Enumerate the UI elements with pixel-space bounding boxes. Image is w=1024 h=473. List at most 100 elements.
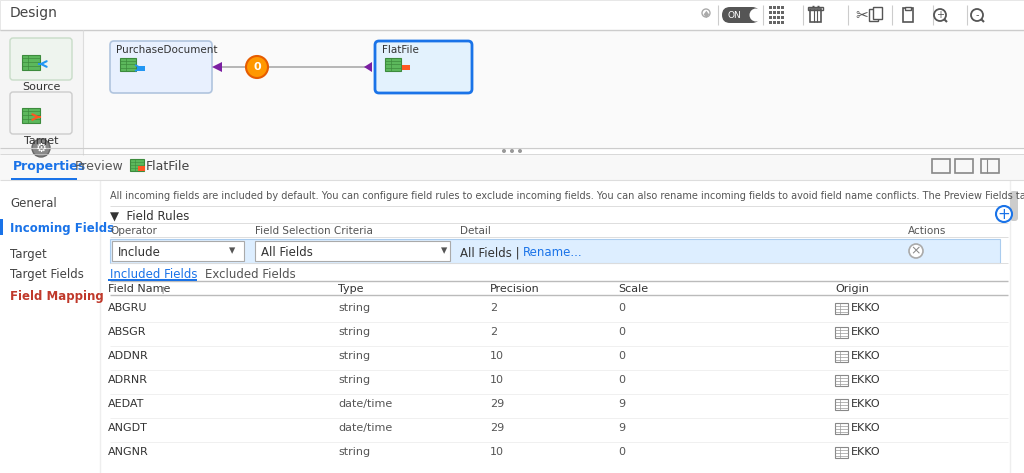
Bar [773, 11, 776, 14]
FancyBboxPatch shape [1010, 191, 1018, 221]
Text: 9: 9 [618, 399, 625, 409]
Text: Included Fields: Included Fields [110, 268, 198, 281]
Bar [808, 7, 823, 10]
Bar [773, 6, 776, 9]
Bar [138, 166, 145, 171]
Bar [110, 239, 1000, 263]
Bar [835, 351, 848, 362]
Text: Operator: Operator [110, 226, 157, 236]
Text: 0: 0 [618, 447, 625, 457]
Text: ✂: ✂ [855, 8, 867, 23]
Text: 29: 29 [490, 399, 504, 409]
Bar [112, 241, 244, 261]
Bar [120, 58, 136, 71]
Text: date/time: date/time [338, 399, 392, 409]
Text: Field Name: Field Name [108, 284, 170, 294]
Text: Properties: Properties [13, 160, 86, 173]
Text: string: string [338, 303, 370, 313]
Bar [777, 21, 780, 24]
Bar [773, 16, 776, 19]
Circle shape [750, 9, 763, 21]
Text: ABGRU: ABGRU [108, 303, 147, 313]
Text: FlatFile: FlatFile [146, 160, 190, 173]
Text: Rename...: Rename... [522, 246, 582, 259]
Bar [402, 65, 410, 70]
Text: string: string [338, 327, 370, 337]
Text: Field Selection Criteria: Field Selection Criteria [255, 226, 373, 236]
Text: ⚙: ⚙ [36, 141, 47, 155]
FancyBboxPatch shape [722, 7, 760, 23]
Text: Target: Target [24, 136, 58, 146]
Bar [0, 219, 3, 235]
Text: All incoming fields are included by default. You can configure field rules to ex: All incoming fields are included by defa… [110, 191, 1024, 201]
Bar [769, 21, 772, 24]
Text: All Fields: All Fields [261, 246, 313, 259]
Text: ▼  Field Rules: ▼ Field Rules [110, 210, 189, 223]
Text: -: - [975, 10, 979, 20]
Bar [0, 180, 100, 473]
Text: Source: Source [22, 82, 60, 92]
FancyBboxPatch shape [10, 38, 72, 80]
Bar [835, 447, 848, 458]
Text: General: General [10, 197, 56, 210]
Bar [108, 279, 197, 281]
Text: Design: Design [10, 6, 58, 20]
Bar [810, 9, 821, 22]
Bar [769, 6, 772, 9]
FancyBboxPatch shape [375, 41, 472, 93]
Circle shape [909, 244, 923, 258]
Text: Target Fields: Target Fields [10, 268, 84, 281]
Bar [869, 9, 878, 21]
Bar [22, 108, 40, 123]
Bar [11, 178, 77, 180]
Text: ↑: ↑ [159, 286, 167, 296]
Bar [781, 21, 784, 24]
Text: Detail: Detail [460, 226, 490, 236]
Bar [955, 159, 973, 173]
Bar [835, 327, 848, 338]
Polygon shape [212, 62, 222, 72]
Text: 10: 10 [490, 375, 504, 385]
Bar [0, 0, 1024, 30]
Text: 29: 29 [490, 423, 504, 433]
Bar [83, 30, 1024, 150]
Bar [835, 423, 848, 434]
Text: ON: ON [728, 10, 741, 19]
Bar [777, 16, 780, 19]
Bar [873, 7, 882, 19]
Bar [385, 58, 401, 71]
Bar [0, 154, 1024, 180]
Bar [981, 159, 999, 173]
Text: 0: 0 [618, 375, 625, 385]
Text: 0: 0 [618, 303, 625, 313]
Text: ABSGR: ABSGR [108, 327, 146, 337]
Bar [255, 241, 450, 261]
Text: AEDAT: AEDAT [108, 399, 144, 409]
Text: ×: × [910, 245, 922, 257]
Text: ▾: ▾ [441, 245, 447, 257]
Bar [0, 30, 83, 155]
Bar [835, 399, 848, 410]
Text: string: string [338, 375, 370, 385]
Bar [777, 11, 780, 14]
Text: string: string [338, 351, 370, 361]
Text: +: + [936, 10, 944, 20]
Bar [781, 6, 784, 9]
Text: Actions: Actions [908, 226, 946, 236]
Text: Include: Include [118, 246, 161, 259]
Text: Excluded Fields: Excluded Fields [205, 268, 296, 281]
Text: FlatFile: FlatFile [382, 45, 419, 55]
Bar [773, 21, 776, 24]
Text: ANGNR: ANGNR [108, 447, 148, 457]
Text: Incoming Fields: Incoming Fields [10, 222, 114, 235]
Bar [781, 16, 784, 19]
Bar [130, 159, 144, 171]
Text: 0: 0 [618, 351, 625, 361]
Text: Origin: Origin [835, 284, 869, 294]
Text: EKKO: EKKO [851, 423, 881, 433]
FancyBboxPatch shape [10, 92, 72, 134]
Text: EKKO: EKKO [851, 303, 881, 313]
Text: EKKO: EKKO [851, 375, 881, 385]
Text: date/time: date/time [338, 423, 392, 433]
Text: 2: 2 [490, 303, 497, 313]
